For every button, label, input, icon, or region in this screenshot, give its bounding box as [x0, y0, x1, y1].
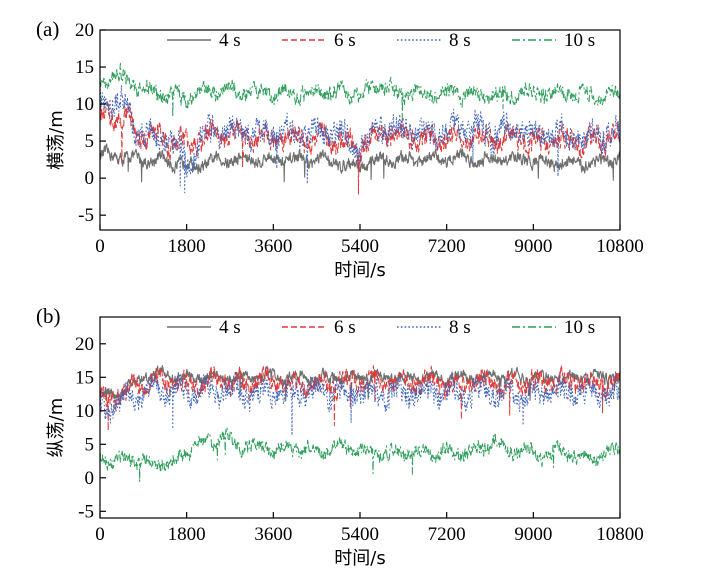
legend-label: 4 s	[219, 30, 241, 51]
x-tick-label: 0	[95, 524, 105, 545]
x-axis-label-a: 时间/s	[334, 260, 385, 281]
series-line-10s-a	[100, 62, 620, 121]
x-tick-label: 10800	[596, 524, 644, 545]
y-tick-label: 20	[75, 334, 94, 355]
x-tick-label: 1800	[168, 236, 206, 257]
x-axis-label-b: 时间/s	[334, 548, 385, 569]
series-line-10s-b	[100, 427, 620, 483]
x-tick-label: 9000	[514, 236, 552, 257]
x-tick-label: 9000	[514, 524, 552, 545]
legend-a: 4 s 6 s 8 s 10 s	[167, 30, 595, 51]
y-tick-label: 15	[75, 367, 94, 388]
y-tick-label: 10	[75, 401, 94, 422]
plot-frame-b	[99, 316, 621, 519]
series-line-8s-b	[100, 370, 620, 436]
legend-label: 10 s	[564, 30, 595, 51]
legend-label: 10 s	[564, 317, 595, 338]
y-tick-label: 5	[85, 434, 95, 455]
legend-label: 8 s	[449, 30, 471, 51]
x-tick-label: 1800	[168, 524, 206, 545]
x-tick-label: 5400	[341, 524, 379, 545]
y-tick-label: -5	[78, 205, 94, 226]
x-tick-label: 5400	[341, 236, 379, 257]
y-tick-label: 0	[85, 468, 95, 489]
y-tick-label: -5	[78, 501, 94, 522]
legend-label: 4 s	[219, 317, 241, 338]
series-line-6s-a	[100, 101, 620, 195]
legend-label: 6 s	[334, 317, 356, 338]
x-tick-label: 7200	[428, 524, 466, 545]
series-layer-a	[100, 62, 620, 195]
y-axis-label-a: 横荡/m	[46, 110, 67, 170]
legend-label: 8 s	[449, 317, 471, 338]
x-tick-label: 7200	[428, 236, 466, 257]
y-tick-label: 15	[75, 57, 94, 78]
x-tick-label: 3600	[254, 524, 292, 545]
series-line-8s-a	[100, 84, 620, 194]
y-tick-label: 20	[75, 20, 94, 41]
x-tick-label: 10800	[596, 236, 644, 257]
series-layer-b	[100, 364, 620, 483]
legend-b: 4 s 6 s 8 s 10 s	[167, 317, 595, 338]
legend-label: 6 s	[334, 30, 356, 51]
x-tick-label: 3600	[254, 236, 292, 257]
panel-label-a: (a)	[36, 17, 59, 41]
y-tick-label: 10	[75, 94, 94, 115]
y-tick-label: 5	[85, 131, 95, 152]
panel-label-b: (b)	[36, 304, 61, 328]
y-axis-label-b: 纵荡/m	[46, 398, 67, 458]
x-tick-label: 0	[95, 236, 105, 257]
y-tick-label: 0	[85, 168, 95, 189]
